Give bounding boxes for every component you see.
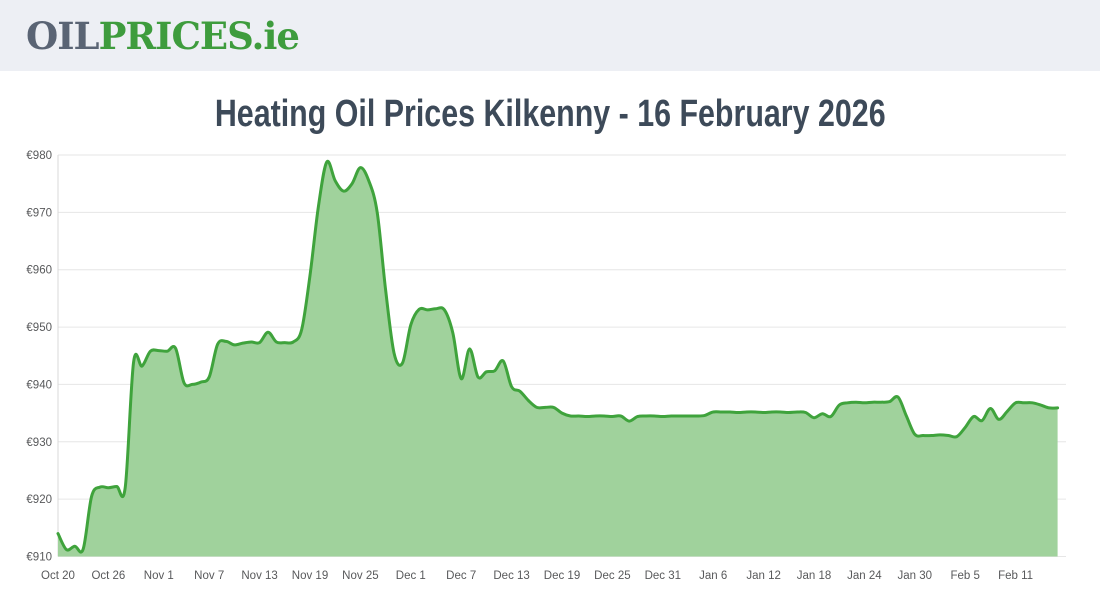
svg-text:Nov 7: Nov 7 <box>194 570 224 582</box>
svg-text:Dec 19: Dec 19 <box>544 570 580 582</box>
price-line <box>56 159 1060 554</box>
svg-text:€940: €940 <box>26 379 52 391</box>
site-logo[interactable]: OILPRICES.ie <box>26 13 300 58</box>
price-chart: €910 €920 €930 €940 €950 €960 €970 €980 Oct 20 Oc… <box>0 145 1100 600</box>
svg-text:Dec 31: Dec 31 <box>645 570 681 582</box>
svg-text:Nov 13: Nov 13 <box>241 570 277 582</box>
svg-text:Nov 25: Nov 25 <box>342 570 378 582</box>
svg-text:Feb 5: Feb 5 <box>950 570 979 582</box>
svg-text:Nov 19: Nov 19 <box>292 570 328 582</box>
svg-text:€910: €910 <box>26 552 52 564</box>
svg-text:Jan 24: Jan 24 <box>847 570 882 582</box>
svg-text:€950: €950 <box>26 322 52 334</box>
svg-text:Jan 30: Jan 30 <box>898 570 933 582</box>
svg-text:Feb 11: Feb 11 <box>998 570 1033 582</box>
logo-text-oil: OIL <box>26 13 100 58</box>
svg-text:€970: €970 <box>26 207 52 219</box>
page-title: Heating Oil Prices Kilkenny - 16 Februar… <box>214 93 886 135</box>
svg-text:€980: €980 <box>26 150 52 162</box>
svg-text:€960: €960 <box>26 265 52 277</box>
svg-text:Jan 6: Jan 6 <box>699 570 727 582</box>
svg-text:Oct 26: Oct 26 <box>91 570 125 582</box>
svg-text:Jan 18: Jan 18 <box>797 570 832 582</box>
title-row: Heating Oil Prices Kilkenny - 16 Februar… <box>0 92 1100 136</box>
svg-text:Dec 13: Dec 13 <box>493 570 529 582</box>
y-axis-labels: €910 €920 €930 €940 €950 €960 €970 €980 <box>26 150 52 564</box>
svg-text:€930: €930 <box>26 437 52 449</box>
logo-text-ie: .ie <box>251 13 300 58</box>
logo-text-prices: PRICES <box>98 13 253 58</box>
svg-text:Dec 1: Dec 1 <box>396 570 426 582</box>
svg-text:€920: €920 <box>26 494 52 506</box>
area-fill <box>58 161 1058 557</box>
svg-text:Dec 25: Dec 25 <box>594 570 630 582</box>
svg-text:Jan 12: Jan 12 <box>746 570 781 582</box>
site-header: OILPRICES.ie <box>0 0 1100 71</box>
x-axis-labels: Oct 20 Oct 26 Nov 1 Nov 7 Nov 13 Nov 19 Nov 25… <box>41 570 1033 582</box>
svg-text:Oct 20: Oct 20 <box>41 570 75 582</box>
svg-text:Dec 7: Dec 7 <box>446 570 476 582</box>
svg-text:Nov 1: Nov 1 <box>144 570 174 582</box>
